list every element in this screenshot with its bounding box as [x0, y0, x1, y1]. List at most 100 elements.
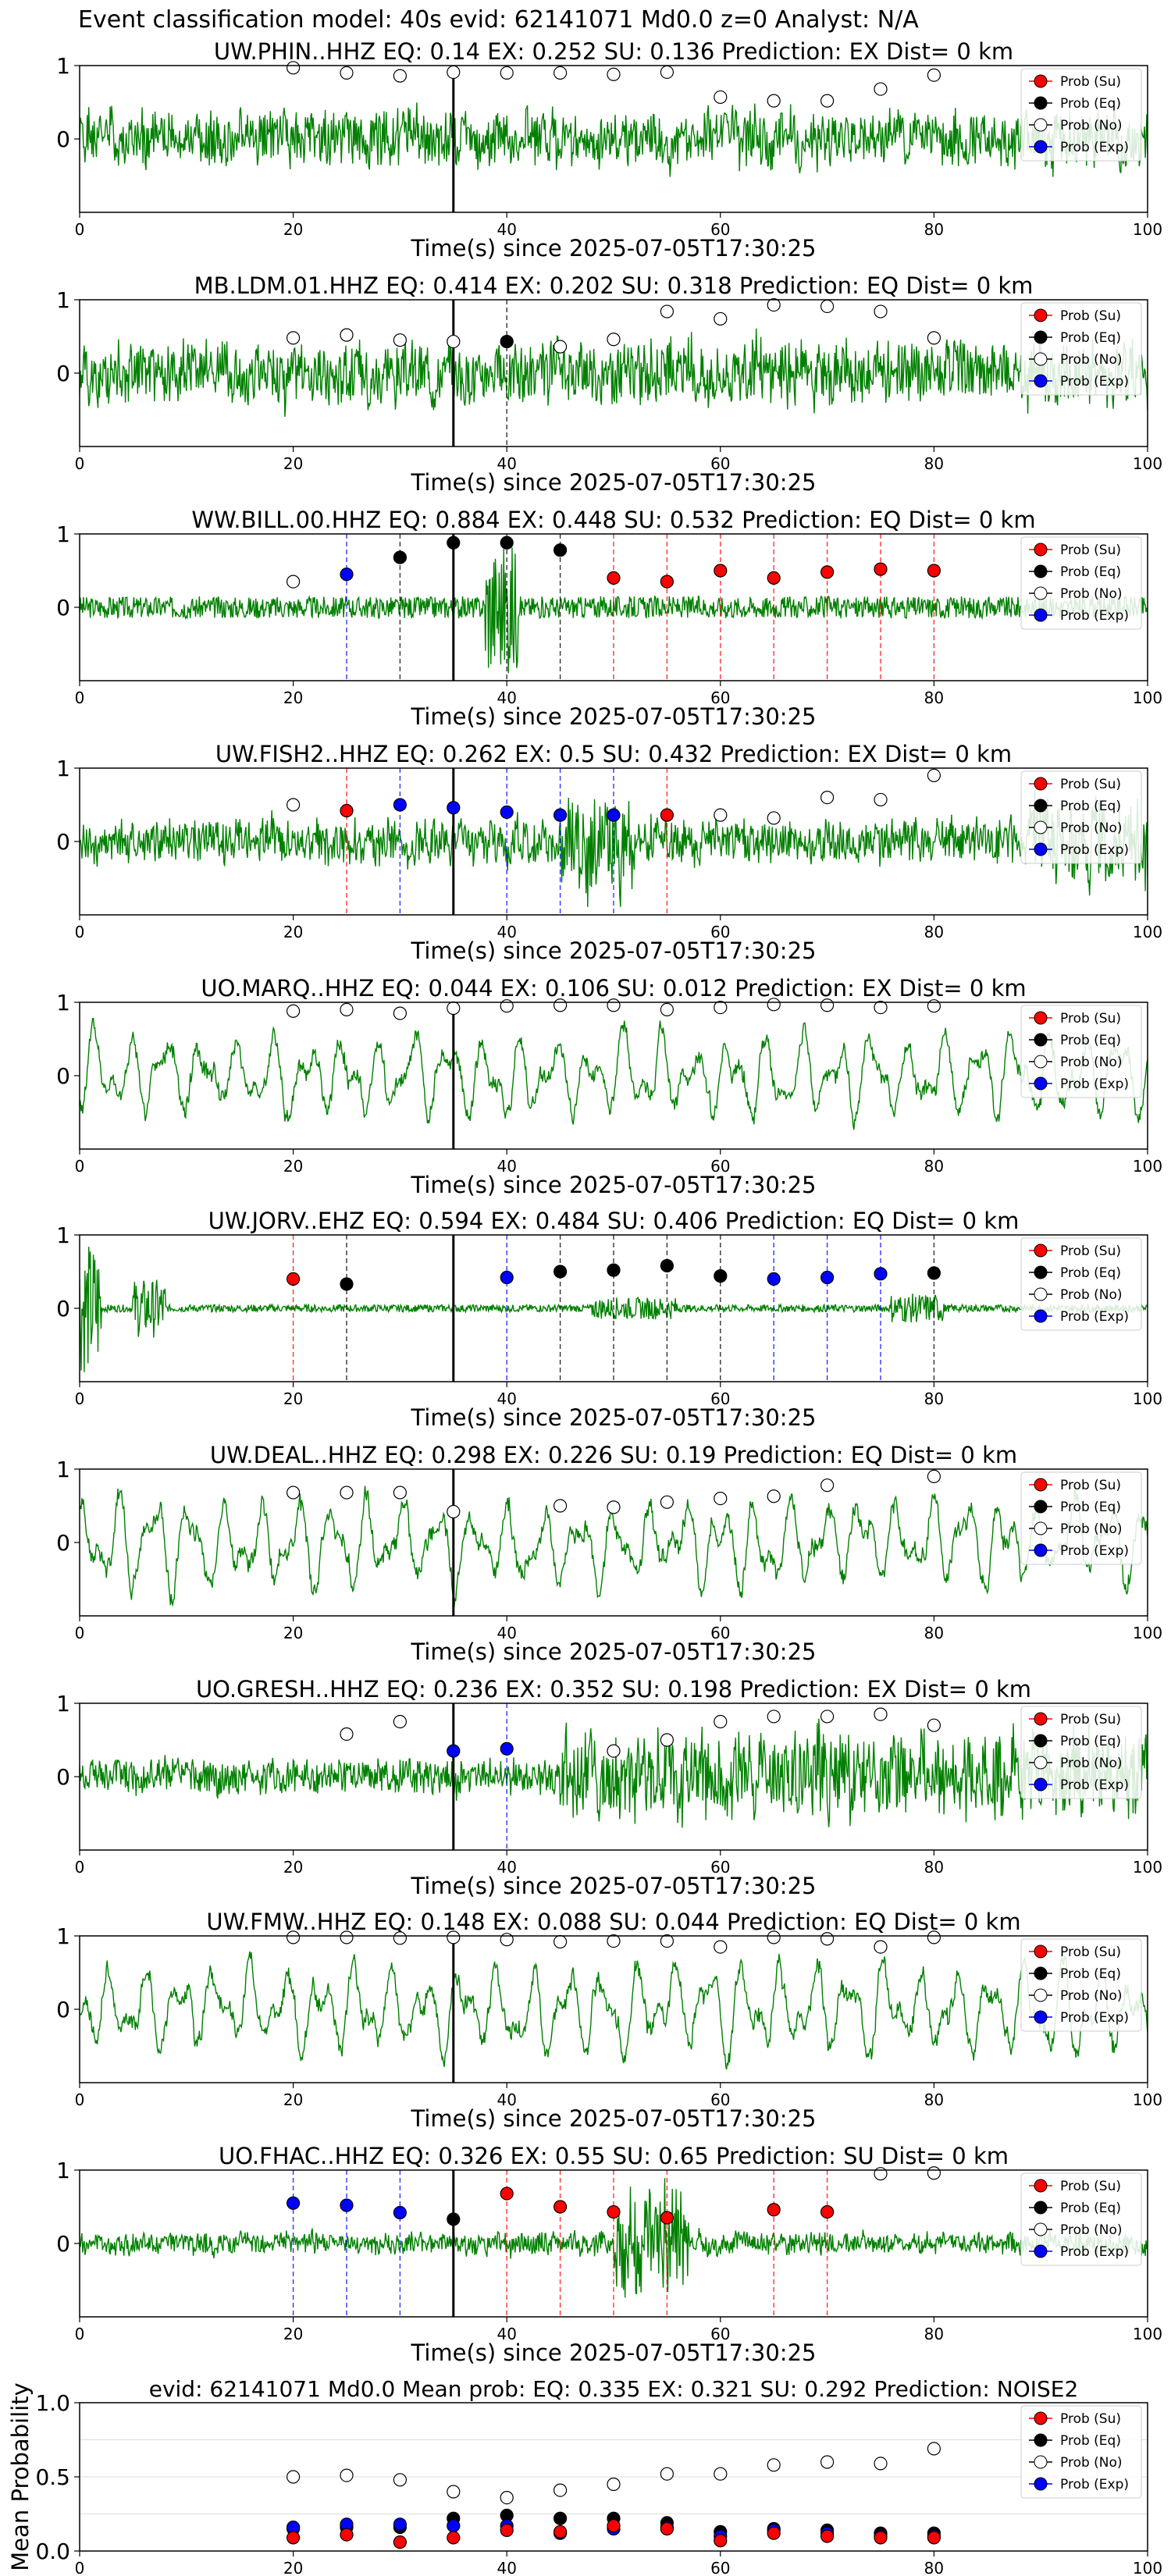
x-axis-label: Time(s) since 2025-07-05T17:30:25: [411, 1638, 817, 1665]
legend-label: Prob (No): [1060, 2455, 1123, 2471]
y-tick-label: 1: [56, 990, 70, 1016]
legend-label: Prob (Exp): [1060, 1777, 1129, 1793]
mean-prob-marker-su: [927, 2531, 941, 2545]
prob-marker-no: [553, 1499, 568, 1513]
prob-marker-no: [714, 311, 728, 326]
panel-title: UW.PHIN..HHZ EQ: 0.14 EX: 0.252 SU: 0.13…: [214, 38, 1013, 65]
legend-label: Prob (Exp): [1060, 374, 1129, 390]
legend-marker-su: [1034, 1944, 1048, 1959]
legend-marker-eq: [1034, 1966, 1048, 1980]
panel-title: UO.FHAC..HHZ EQ: 0.326 EX: 0.55 SU: 0.65…: [219, 2143, 1009, 2169]
waveform-panel-4: UW.FISH2..HHZ EQ: 0.262 EX: 0.5 SU: 0.43…: [56, 741, 1162, 964]
legend-label: Prob (No): [1060, 2222, 1123, 2238]
prob-marker-exp: [340, 2198, 354, 2212]
prob-marker-no: [340, 328, 354, 342]
y-tick-label: 0: [56, 1997, 70, 2023]
x-tick-label: 60: [710, 2559, 730, 2576]
prob-marker-su: [820, 565, 835, 579]
prob-marker-no: [874, 304, 888, 318]
legend: Prob (Su) Prob (Eq) Prob (No) Prob (Exp): [1020, 1706, 1142, 1799]
x-tick-label: 60: [710, 220, 730, 239]
prob-marker-exp: [767, 1272, 781, 1286]
x-tick-label: 20: [283, 923, 303, 941]
x-tick-label: 40: [497, 1858, 516, 1877]
legend-marker-exp: [1034, 608, 1048, 622]
y-axis-label: Mean Probability: [7, 2382, 34, 2571]
legend-frame: [1020, 2172, 1142, 2266]
prob-marker-eq: [927, 1266, 941, 1280]
legend: Prob (Su) Prob (Eq) Prob (No) Prob (Exp): [1020, 1237, 1142, 1331]
panel-title: WW.BILL.00.HHZ EQ: 0.884 EX: 0.448 SU: 0…: [191, 507, 1035, 533]
prob-marker-su: [607, 571, 621, 585]
x-tick-label: 40: [497, 2090, 516, 2109]
mean-prob-marker-su: [447, 2531, 461, 2545]
legend-label: Prob (Exp): [1060, 1309, 1129, 1325]
x-tick-label: 0: [75, 2559, 85, 2576]
y-tick-label: 1: [56, 1222, 70, 1248]
legend-label: Prob (Su): [1060, 1244, 1121, 1259]
legend-marker-su: [1034, 777, 1048, 791]
prob-marker-no: [660, 65, 674, 80]
legend-marker-no: [1034, 1055, 1048, 1069]
x-tick-label: 40: [497, 923, 516, 941]
legend-marker-eq: [1034, 1500, 1048, 1514]
prob-marker-eq: [393, 550, 408, 564]
prob-marker-no: [447, 1504, 461, 1519]
x-tick-label: 100: [1133, 454, 1162, 473]
panel-title: UO.MARQ..HHZ EQ: 0.044 EX: 0.106 SU: 0.0…: [201, 975, 1026, 1002]
x-tick-label: 60: [710, 1624, 730, 1642]
legend-marker-exp: [1034, 2010, 1048, 2024]
prob-marker-exp: [447, 801, 461, 815]
prob-marker-no: [340, 66, 354, 80]
waveform-panel-1: UW.PHIN..HHZ EQ: 0.14 EX: 0.252 SU: 0.13…: [56, 38, 1162, 262]
legend-label: Prob (No): [1060, 1521, 1123, 1537]
x-tick-label: 40: [497, 2559, 516, 2576]
prob-marker-no: [287, 575, 301, 589]
legend-marker-no: [1034, 586, 1048, 600]
figure-title: Event classification model: 40s evid: 62…: [78, 6, 919, 34]
legend-frame: [1020, 2405, 1142, 2499]
waveform-panel-2: MB.LDM.01.HHZ EQ: 0.414 EX: 0.202 SU: 0.…: [56, 272, 1162, 496]
prob-marker-su: [714, 564, 728, 578]
legend-label: Prob (Su): [1060, 308, 1121, 324]
prob-marker-no: [607, 333, 621, 347]
prob-marker-no: [607, 998, 621, 1012]
x-axis-label: Time(s) since 2025-07-05T17:30:25: [411, 1404, 817, 1431]
prob-marker-eq: [553, 543, 568, 557]
legend-label: Prob (No): [1060, 1988, 1123, 2004]
waveform-trace: [80, 1951, 1148, 2070]
waveform-panel-6: UW.JORV..EHZ EQ: 0.594 EX: 0.484 SU: 0.4…: [56, 1208, 1162, 1431]
prob-marker-eq: [553, 1265, 568, 1279]
mean-probability-panel: evid: 62141071 Md0.0 Mean prob: EQ: 0.33…: [7, 2376, 1162, 2576]
prob-marker-no: [340, 1485, 354, 1500]
prob-marker-no: [287, 61, 301, 75]
y-tick-label: 0.5: [35, 2464, 70, 2490]
legend-label: Prob (Su): [1060, 777, 1121, 792]
legend-marker-eq: [1034, 1265, 1048, 1279]
x-tick-label: 20: [283, 1389, 303, 1408]
x-tick-label: 0: [75, 454, 85, 473]
legend-label: Prob (Eq): [1060, 1966, 1121, 1982]
mean-prob-marker-no: [874, 2457, 888, 2471]
y-tick-label: 1: [56, 1691, 70, 1717]
prob-marker-su: [660, 2211, 674, 2225]
x-tick-label: 0: [75, 220, 85, 239]
legend-marker-exp: [1034, 2244, 1048, 2258]
prob-marker-su: [820, 2204, 835, 2219]
prob-marker-no: [874, 1000, 888, 1015]
prob-marker-no: [767, 297, 781, 312]
mean-prob-marker-no: [553, 2483, 568, 2497]
x-tick-label: 20: [283, 2090, 303, 2109]
prob-marker-no: [660, 304, 674, 318]
prob-marker-no: [767, 1710, 781, 1724]
legend-marker-su: [1034, 1478, 1048, 1492]
mean-prob-marker-su: [553, 2524, 568, 2539]
waveform-trace: [80, 1247, 1148, 1372]
prob-marker-no: [767, 998, 781, 1012]
x-tick-label: 60: [710, 454, 730, 473]
prob-marker-eq: [607, 1263, 621, 1277]
panel-title: UW.DEAL..HHZ EQ: 0.298 EX: 0.226 SU: 0.1…: [210, 1442, 1017, 1468]
legend-label: Prob (Exp): [1060, 1543, 1129, 1559]
legend-marker-no: [1034, 2222, 1048, 2236]
prob-marker-no: [927, 1469, 941, 1484]
